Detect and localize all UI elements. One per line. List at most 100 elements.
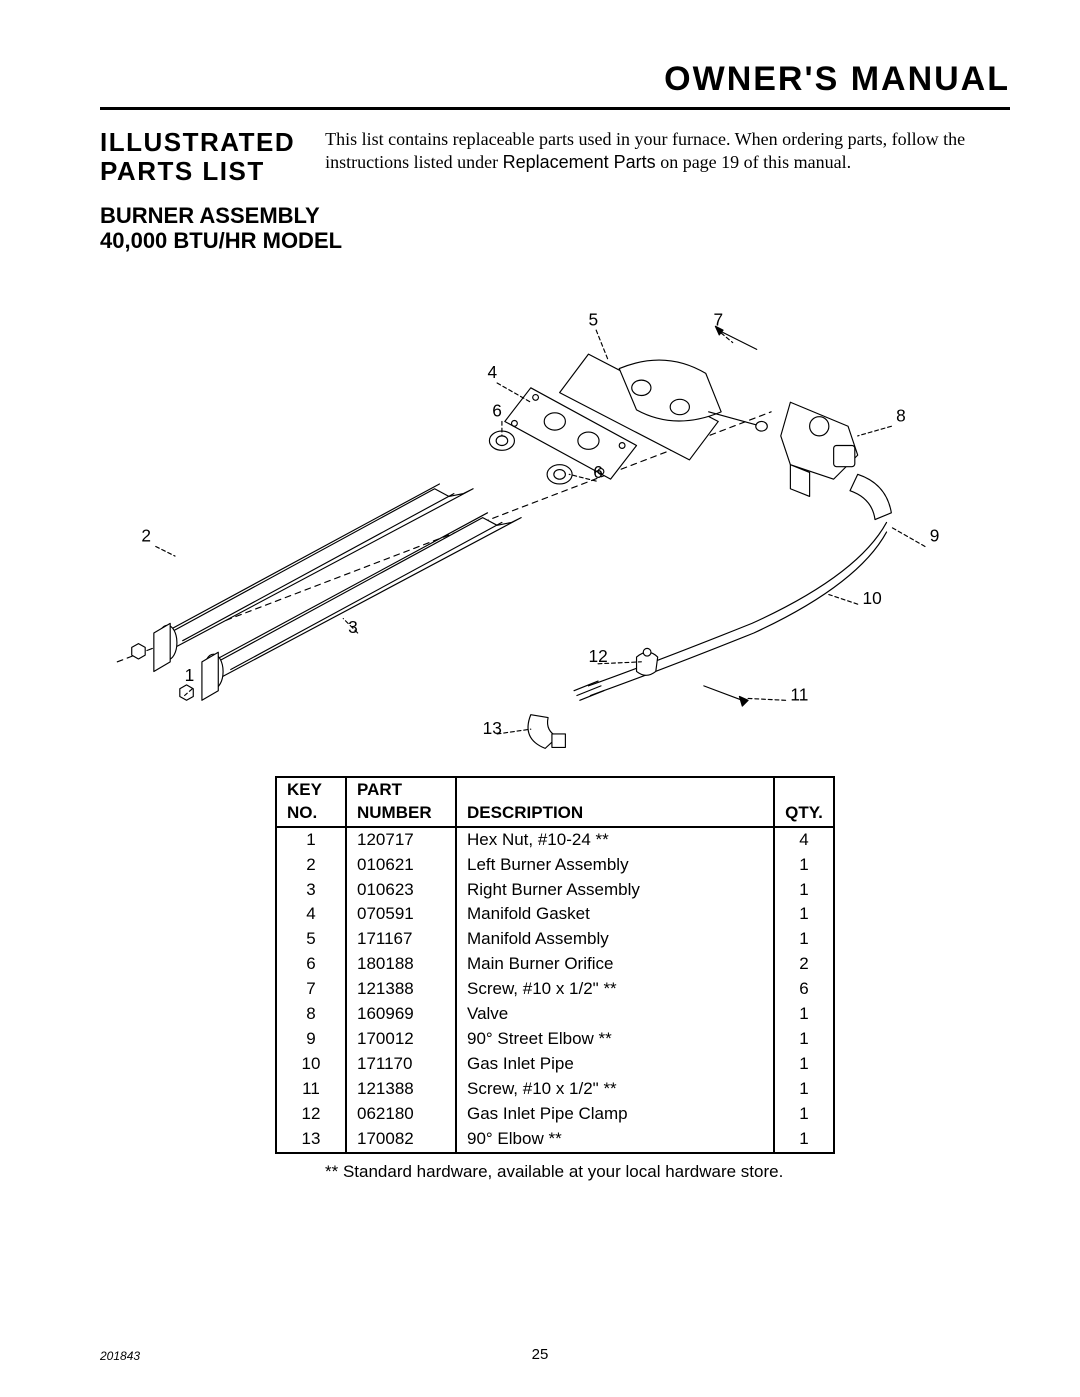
callout-2: 2 [141, 525, 151, 545]
table-row: 1120717Hex Nut, #10-24 **4 [276, 827, 834, 853]
exploded-diagram: 123456678910111213 [100, 258, 1000, 758]
table-header-row: KEYNO. PARTNUMBER DESCRIPTION QTY. [276, 777, 834, 827]
parts-table-wrap: KEYNO. PARTNUMBER DESCRIPTION QTY. 11207… [100, 776, 1010, 1154]
cell-qty: 1 [774, 1127, 834, 1153]
table-row: 11121388Screw, #10 x 1/2" **1 [276, 1077, 834, 1102]
cell-part: 171170 [346, 1052, 456, 1077]
callout-9: 9 [930, 525, 940, 545]
cell-part: 170082 [346, 1127, 456, 1153]
street-elbow-icon [850, 474, 891, 519]
cell-qty: 1 [774, 853, 834, 878]
table-row: 3010623Right Burner Assembly1 [276, 878, 834, 903]
cell-desc: 90° Elbow ** [456, 1127, 774, 1153]
table-row: 10171170Gas Inlet Pipe1 [276, 1052, 834, 1077]
callout-1: 1 [185, 665, 195, 685]
callout-11: 11 [790, 684, 808, 704]
manual-page: OWNER'S MANUAL ILLUSTRATED PARTS LIST Th… [0, 0, 1080, 1397]
cell-key: 5 [276, 927, 346, 952]
cell-desc: Valve [456, 1002, 774, 1027]
callout-4: 4 [488, 362, 498, 382]
cell-desc: Manifold Assembly [456, 927, 774, 952]
table-row: 12062180Gas Inlet Pipe Clamp1 [276, 1102, 834, 1127]
cell-desc: Right Burner Assembly [456, 878, 774, 903]
page-number: 25 [0, 1346, 1080, 1363]
cell-desc: 90° Street Elbow ** [456, 1027, 774, 1052]
cell-qty: 2 [774, 952, 834, 977]
callout-3: 3 [348, 617, 358, 637]
callout-8: 8 [896, 405, 906, 425]
cell-desc: Gas Inlet Pipe Clamp [456, 1102, 774, 1127]
left-burner [158, 484, 473, 660]
elbow-icon [528, 715, 565, 749]
col-part-l1: PART [357, 779, 445, 802]
cell-key: 12 [276, 1102, 346, 1127]
col-key-l1: KEY [287, 779, 335, 802]
cell-part: 121388 [346, 977, 456, 1002]
cell-part: 180188 [346, 952, 456, 977]
cell-qty: 1 [774, 878, 834, 903]
cell-key: 3 [276, 878, 346, 903]
cell-desc: Left Burner Assembly [456, 853, 774, 878]
cell-key: 7 [276, 977, 346, 1002]
cell-desc: Screw, #10 x 1/2" ** [456, 1077, 774, 1102]
cell-part: 010623 [346, 878, 456, 903]
cell-qty: 1 [774, 902, 834, 927]
cell-part: 120717 [346, 827, 456, 853]
subtitle-line2: 40,000 BTU/HR MODEL [100, 228, 1010, 253]
callout-7: 7 [713, 309, 723, 329]
intro-after: on page 19 of this manual. [656, 152, 851, 172]
cell-key: 8 [276, 1002, 346, 1027]
section-title-line1: ILLUSTRATED [100, 128, 295, 157]
table-row: 8160969Valve1 [276, 1002, 834, 1027]
parts-table: KEYNO. PARTNUMBER DESCRIPTION QTY. 11207… [275, 776, 835, 1154]
cell-key: 11 [276, 1077, 346, 1102]
cell-qty: 1 [774, 1002, 834, 1027]
cell-key: 1 [276, 827, 346, 853]
section-title-line2: PARTS LIST [100, 157, 295, 186]
col-desc: DESCRIPTION [456, 777, 774, 827]
cell-key: 13 [276, 1127, 346, 1153]
intro-row: ILLUSTRATED PARTS LIST This list contain… [100, 128, 1010, 185]
callout-5: 5 [588, 309, 598, 329]
cell-qty: 4 [774, 827, 834, 853]
valve-icon [781, 402, 858, 496]
cell-part: 121388 [346, 1077, 456, 1102]
cell-key: 6 [276, 952, 346, 977]
table-row: 7121388Screw, #10 x 1/2" **6 [276, 977, 834, 1002]
subtitle: BURNER ASSEMBLY 40,000 BTU/HR MODEL [100, 203, 1010, 254]
cell-key: 9 [276, 1027, 346, 1052]
screw-11-icon [704, 686, 748, 706]
table-row: 917001290° Street Elbow **1 [276, 1027, 834, 1052]
cell-part: 160969 [346, 1002, 456, 1027]
table-row: 4070591Manifold Gasket1 [276, 902, 834, 927]
cell-part: 062180 [346, 1102, 456, 1127]
cell-desc: Main Burner Orifice [456, 952, 774, 977]
col-qty: QTY. [774, 777, 834, 827]
cell-qty: 1 [774, 927, 834, 952]
subtitle-line1: BURNER ASSEMBLY [100, 203, 1010, 228]
intro-rp: Replacement Parts [503, 152, 656, 172]
table-footnote: ** Standard hardware, available at your … [325, 1162, 1010, 1182]
table-row: 2010621Left Burner Assembly1 [276, 853, 834, 878]
screw-icon [715, 326, 756, 349]
callout-6b: 6 [593, 462, 603, 482]
section-title-block: ILLUSTRATED PARTS LIST [100, 128, 295, 185]
pipe-thread [574, 681, 604, 700]
cell-part: 070591 [346, 902, 456, 927]
table-row: 6180188Main Burner Orifice2 [276, 952, 834, 977]
cell-qty: 1 [774, 1077, 834, 1102]
cell-desc: Manifold Gasket [456, 902, 774, 927]
col-key: KEYNO. [276, 777, 346, 827]
callout-6: 6 [492, 400, 502, 420]
callout-13: 13 [483, 718, 502, 738]
intro-text: This list contains replaceable parts use… [325, 128, 1010, 185]
callout-10: 10 [863, 588, 882, 608]
cell-qty: 1 [774, 1102, 834, 1127]
col-part-l2: NUMBER [357, 802, 445, 825]
cell-qty: 1 [774, 1027, 834, 1052]
header-rule [100, 107, 1010, 110]
cell-desc: Screw, #10 x 1/2" ** [456, 977, 774, 1002]
cell-part: 171167 [346, 927, 456, 952]
cell-desc: Gas Inlet Pipe [456, 1052, 774, 1077]
cell-part: 170012 [346, 1027, 456, 1052]
